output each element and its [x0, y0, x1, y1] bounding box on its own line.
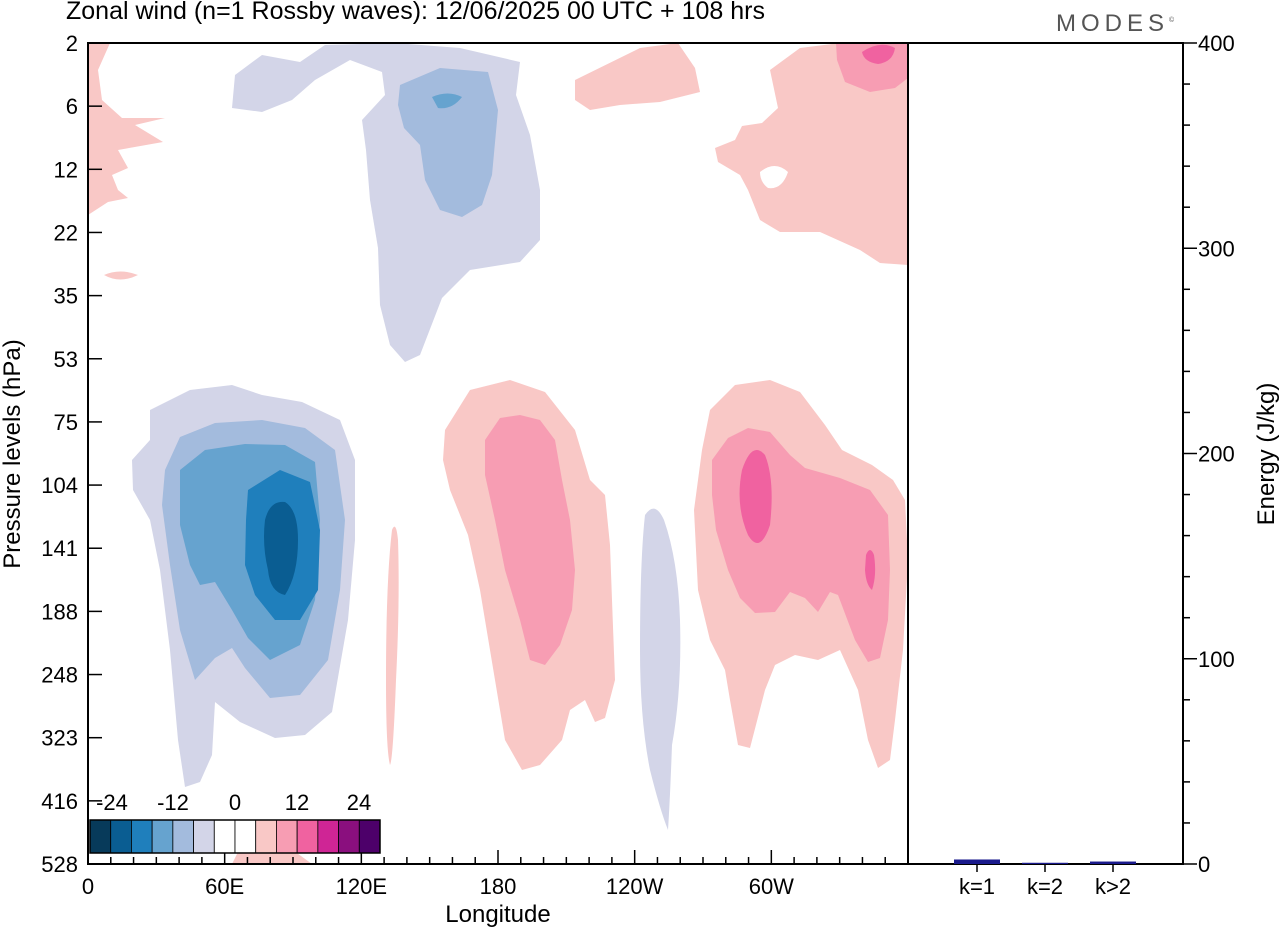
contour-pos-4-small — [104, 271, 138, 280]
y-tick-label: 188 — [41, 599, 78, 624]
x-tick-label: 0 — [82, 874, 94, 899]
contour-pos-4-thin-strip — [386, 526, 399, 765]
colorbar-swatch — [131, 819, 153, 854]
modes-logo: MODES© — [1056, 10, 1174, 38]
y-axis: 2 6 12 22 35 53 75 104 141 188 248 323 416 528 — [41, 31, 102, 877]
colorbar-label: 12 — [285, 790, 309, 815]
contour-neg-4-strip — [640, 508, 681, 830]
logo-copyright: © — [1169, 17, 1175, 24]
colorbar-label: 0 — [229, 790, 241, 815]
x-axis-title: Longitude — [445, 901, 550, 928]
colorbar-label: 24 — [347, 790, 371, 815]
y-tick-label: 528 — [41, 852, 78, 877]
x-tick-label: 120W — [606, 874, 664, 899]
energy-bars: k=1 k=2 k>2 — [954, 859, 1136, 899]
contour-pos-4-top-right — [715, 43, 908, 265]
contour-pos-12-west-core — [739, 450, 772, 543]
contour-pos-12-west-small — [865, 550, 876, 590]
energy-tick-label: 400 — [1198, 31, 1235, 56]
colorbar-frame — [89, 819, 381, 854]
contour-neg-12-strat — [432, 93, 462, 109]
energy-tick-label: 100 — [1198, 647, 1235, 672]
contour-zero-hole — [760, 166, 788, 189]
y-tick-label: 12 — [54, 157, 78, 182]
energy-tick-label: 0 — [1198, 852, 1210, 877]
y-tick-label: 35 — [54, 284, 78, 309]
y-tick-label: 141 — [41, 536, 78, 561]
energy-axis-title: Energy (J/kg) — [1253, 383, 1280, 526]
colorbar-swatch — [338, 819, 360, 854]
contour-field — [88, 43, 908, 864]
colorbar-label: -12 — [157, 790, 189, 815]
energy-bar — [954, 859, 1000, 864]
chart-title: Zonal wind (n=1 Rossby waves): 12/06/202… — [66, 0, 765, 25]
energy-tick-label: 300 — [1198, 236, 1235, 261]
energy-category-label: k=1 — [959, 874, 995, 899]
y-tick-label: 22 — [54, 220, 78, 245]
colorbar-swatch — [151, 819, 174, 854]
y-axis-title: Pressure levels (hPa) — [0, 339, 26, 568]
colorbar-swatch — [89, 819, 112, 854]
colorbar-swatch — [193, 819, 215, 854]
x-tick-label: 120E — [336, 874, 387, 899]
y-tick-label: 323 — [41, 726, 78, 751]
energy-category-label: k=2 — [1027, 874, 1063, 899]
contour-neg-4-strat — [232, 43, 540, 362]
x-tick-label: 60E — [205, 874, 244, 899]
y-tick-label: 53 — [54, 347, 78, 372]
energy-axis: 0 100 200 300 400 — [1183, 31, 1235, 877]
x-axis: 0 60E 120E 180 120W 60W — [82, 850, 909, 899]
logo-text: MODES — [1056, 10, 1170, 37]
colorbar-swatch — [358, 819, 381, 854]
energy-bar — [1022, 862, 1068, 864]
colorbar-swatch — [317, 819, 339, 854]
energy-tick-label: 200 — [1198, 442, 1235, 467]
y-tick-label: 104 — [41, 473, 78, 498]
colorbar-swatch — [213, 819, 236, 854]
colorbar: -24 -12 0 12 24 — [89, 790, 381, 854]
colorbar-swatch — [276, 819, 298, 854]
contour-pos-8-dateline — [485, 415, 575, 665]
y-tick-label: 75 — [54, 410, 78, 435]
colorbar-swatch — [255, 819, 277, 854]
y-tick-label: 248 — [41, 663, 78, 688]
energy-bar — [1090, 861, 1136, 864]
contour-pos-4-upper-right — [575, 43, 700, 110]
colorbar-swatch — [110, 819, 132, 854]
contour-pos-12-top-right — [862, 44, 895, 64]
x-tick-label: 60W — [749, 874, 794, 899]
y-tick-label: 2 — [66, 31, 78, 56]
y-tick-label: 416 — [41, 789, 78, 814]
contour-pos-4-left-strip — [88, 43, 165, 215]
colorbar-swatch — [172, 819, 194, 854]
contour-neg-20-trop — [264, 501, 298, 595]
y-tick-label: 6 — [66, 94, 78, 119]
x-tick-label: 180 — [480, 874, 517, 899]
colorbar-label: -24 — [96, 790, 128, 815]
colorbar-swatch — [296, 819, 319, 854]
energy-category-label: k>2 — [1095, 874, 1131, 899]
energy-panel-frame — [907, 42, 1184, 865]
colorbar-swatch — [234, 819, 257, 854]
contour-neg-8-strat — [398, 68, 498, 217]
